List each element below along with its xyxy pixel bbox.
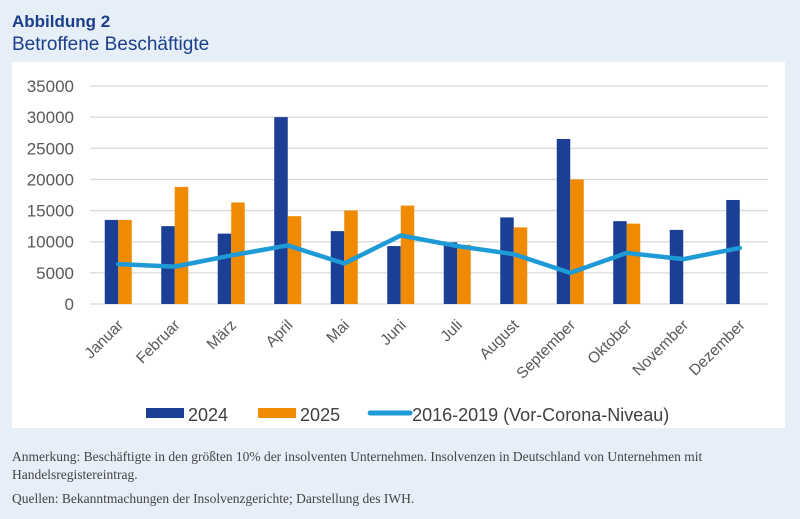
line-series [116,233,742,276]
x-tick-label: Juni [377,317,409,349]
x-tick-label: November [629,317,692,380]
bar-2024 [104,219,119,304]
sources-note: Quellen: Bekanntmachungen der Insolvenzg… [12,491,415,506]
x-tick-label: März [204,317,240,353]
x-tick-label: Oktober [585,317,636,368]
bar-2024 [556,138,571,304]
legend-label: 2024 [188,405,228,425]
notes: Anmerkung: Beschäftigte in den größten 1… [12,448,782,514]
x-tick-label: August [476,316,523,363]
remark-note: Anmerkung: Beschäftigte in den größten 1… [12,449,703,482]
bar-2025 [513,227,528,304]
legend-label: 2016-2019 (Vor-Corona-Niveau) [412,405,669,425]
bar-2024 [500,217,514,304]
x-tick-label: Dezember [686,317,749,380]
bar-2024 [330,231,345,304]
x-tick-label: September [513,317,579,383]
bar-2024 [613,221,627,304]
bar-2024 [726,199,740,304]
y-tick-label: 25000 [27,139,74,158]
legend-swatch-2024 [146,408,184,418]
bar-2025 [118,219,132,304]
bar-2025 [570,179,584,304]
chart-panel [12,62,785,428]
x-tick-label: Mai [323,317,353,347]
x-tick-label: April [263,317,297,351]
x-tick-label: Januar [82,317,128,363]
bar-2025 [457,244,471,304]
bar-2025 [626,223,641,304]
bar-2025 [400,205,415,304]
bar-2024 [217,233,232,304]
bar-2025 [287,216,302,304]
bar-2024 [387,246,401,304]
legend-label: 2025 [300,405,340,425]
x-tick-label: Februar [133,317,183,367]
bar-2025 [174,186,189,304]
figure-label: Abbildung 2 [12,12,111,31]
legend-swatch-2025 [258,408,297,418]
y-tick-label: 30000 [27,108,74,127]
x-tick-label: Juli [438,317,466,345]
y-tick-label: 10000 [27,233,74,252]
chart-title: Betroffene Beschäftigte [12,34,210,55]
y-tick-label: 0 [65,295,74,314]
bar-2024 [274,117,288,305]
bar-2024 [443,242,458,304]
y-tick-label: 5000 [36,264,74,283]
bar-2024 [669,229,684,304]
y-tick-label: 20000 [27,170,74,189]
y-tick-label: 15000 [27,202,74,221]
bar-2025 [344,210,358,304]
y-tick-label: 35000 [27,77,74,96]
